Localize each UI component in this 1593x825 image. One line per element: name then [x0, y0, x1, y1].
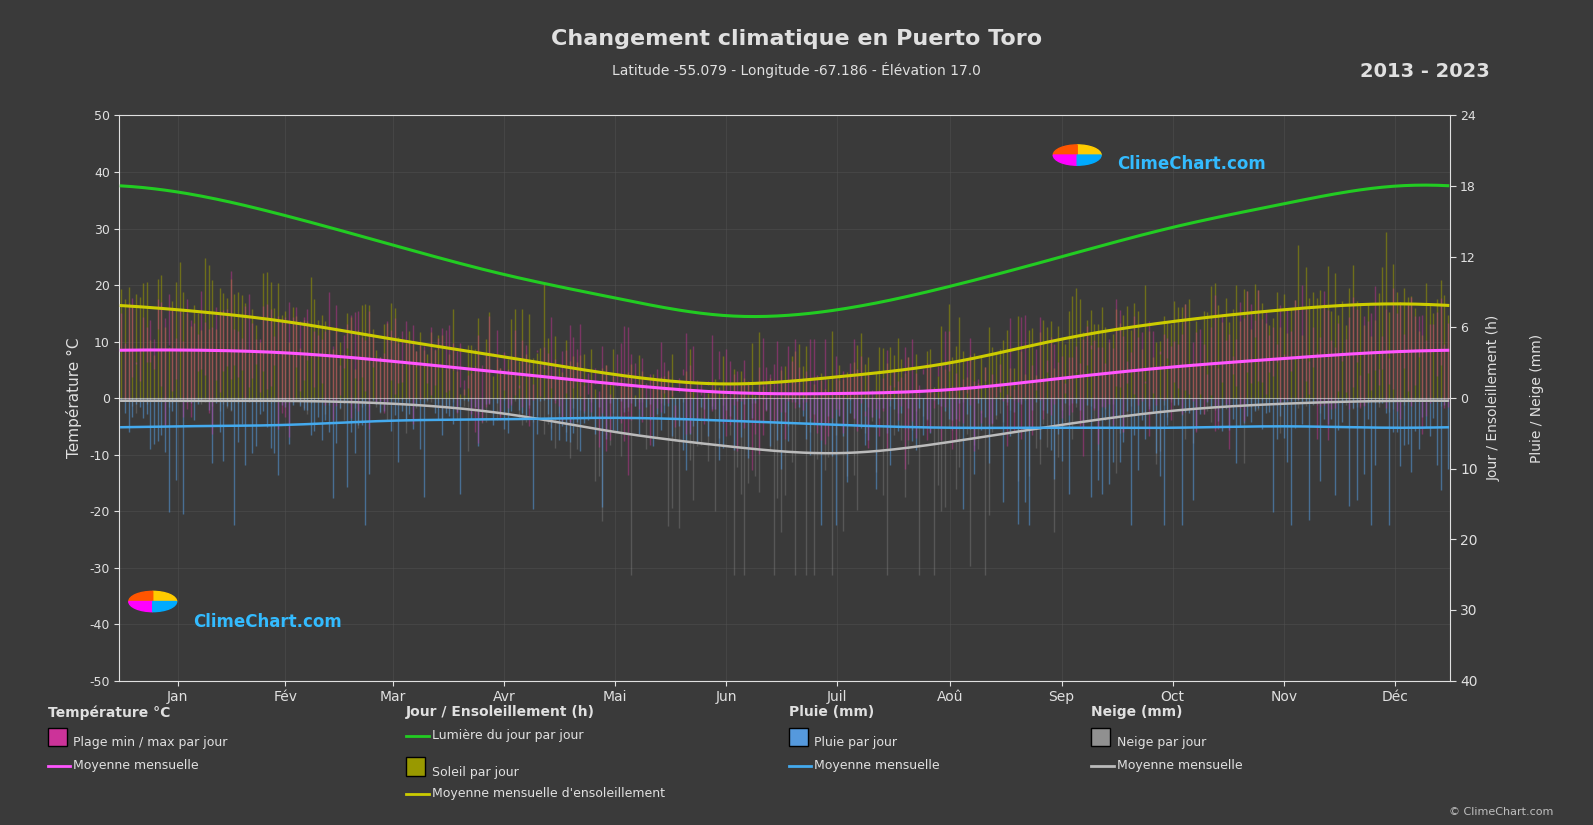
Y-axis label: Température °C: Température °C [67, 337, 83, 459]
Text: © ClimeChart.com: © ClimeChart.com [1448, 807, 1553, 817]
Text: Jour / Ensoleillement (h): Jour / Ensoleillement (h) [406, 705, 596, 719]
Text: Latitude -55.079 - Longitude -67.186 - Élévation 17.0: Latitude -55.079 - Longitude -67.186 - É… [612, 62, 981, 78]
Text: Plage min / max par jour: Plage min / max par jour [73, 736, 228, 749]
Wedge shape [129, 592, 153, 601]
Text: Moyenne mensuelle: Moyenne mensuelle [73, 759, 199, 772]
Y-axis label: Jour / Ensoleillement (h): Jour / Ensoleillement (h) [1486, 315, 1501, 481]
Wedge shape [1053, 145, 1077, 155]
Y-axis label: Pluie / Neige (mm): Pluie / Neige (mm) [1531, 333, 1545, 463]
Text: Pluie (mm): Pluie (mm) [789, 705, 875, 719]
Wedge shape [153, 601, 177, 611]
Text: 2013 - 2023: 2013 - 2023 [1360, 62, 1489, 81]
Wedge shape [153, 592, 177, 601]
Text: Soleil par jour: Soleil par jour [432, 766, 518, 779]
Text: Lumière du jour par jour: Lumière du jour par jour [432, 729, 583, 742]
Text: Température °C: Température °C [48, 705, 170, 720]
Wedge shape [129, 601, 153, 611]
Text: Pluie par jour: Pluie par jour [814, 736, 897, 749]
Text: ClimeChart.com: ClimeChart.com [193, 613, 341, 631]
Text: Moyenne mensuelle d'ensoleillement: Moyenne mensuelle d'ensoleillement [432, 787, 664, 800]
Text: Moyenne mensuelle: Moyenne mensuelle [1117, 759, 1243, 772]
Text: ClimeChart.com: ClimeChart.com [1117, 155, 1266, 173]
Text: Changement climatique en Puerto Toro: Changement climatique en Puerto Toro [551, 29, 1042, 49]
Wedge shape [1077, 155, 1101, 165]
Wedge shape [1053, 155, 1077, 165]
Text: Neige par jour: Neige par jour [1117, 736, 1206, 749]
Wedge shape [1077, 145, 1101, 155]
Text: Neige (mm): Neige (mm) [1091, 705, 1182, 719]
Text: Moyenne mensuelle: Moyenne mensuelle [814, 759, 940, 772]
